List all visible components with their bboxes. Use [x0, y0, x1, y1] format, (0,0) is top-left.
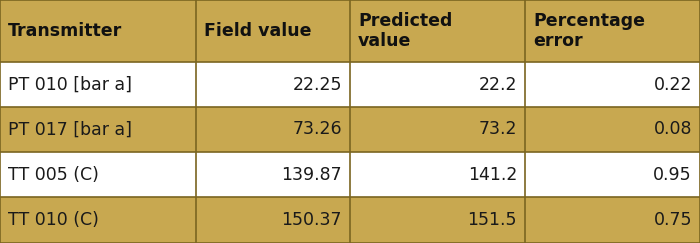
Text: 73.2: 73.2: [479, 121, 517, 139]
Text: PT 017 [bar a]: PT 017 [bar a]: [8, 121, 132, 139]
Bar: [0, 62, 196, 107]
Bar: [196, 107, 350, 152]
Text: 151.5: 151.5: [468, 210, 517, 228]
Text: TT 005 (C): TT 005 (C): [8, 165, 99, 183]
Text: Field value: Field value: [204, 22, 312, 40]
Text: TT 010 (C): TT 010 (C): [8, 210, 99, 228]
Text: 0.22: 0.22: [654, 76, 692, 94]
Bar: [196, 0, 350, 62]
Bar: [196, 62, 350, 107]
Text: Transmitter: Transmitter: [8, 22, 122, 40]
Text: 0.08: 0.08: [654, 121, 692, 139]
Bar: [350, 0, 525, 62]
Text: 141.2: 141.2: [468, 165, 517, 183]
Bar: [0, 0, 196, 62]
Text: PT 010 [bar a]: PT 010 [bar a]: [8, 76, 132, 94]
Bar: [196, 152, 350, 197]
Bar: [525, 152, 700, 197]
Bar: [350, 152, 525, 197]
Bar: [525, 197, 700, 242]
Bar: [350, 62, 525, 107]
Text: 22.2: 22.2: [479, 76, 517, 94]
Bar: [525, 0, 700, 62]
Text: 0.75: 0.75: [654, 210, 692, 228]
Bar: [350, 107, 525, 152]
Bar: [525, 107, 700, 152]
Text: Predicted
value: Predicted value: [358, 12, 452, 50]
Text: 22.25: 22.25: [293, 76, 342, 94]
Text: 0.95: 0.95: [653, 165, 692, 183]
Bar: [0, 152, 196, 197]
Text: 150.37: 150.37: [281, 210, 342, 228]
Text: Percentage
error: Percentage error: [533, 12, 645, 50]
Bar: [525, 62, 700, 107]
Text: 139.87: 139.87: [281, 165, 342, 183]
Bar: [0, 197, 196, 242]
Bar: [196, 197, 350, 242]
Text: 73.26: 73.26: [293, 121, 342, 139]
Bar: [0, 107, 196, 152]
Bar: [350, 197, 525, 242]
